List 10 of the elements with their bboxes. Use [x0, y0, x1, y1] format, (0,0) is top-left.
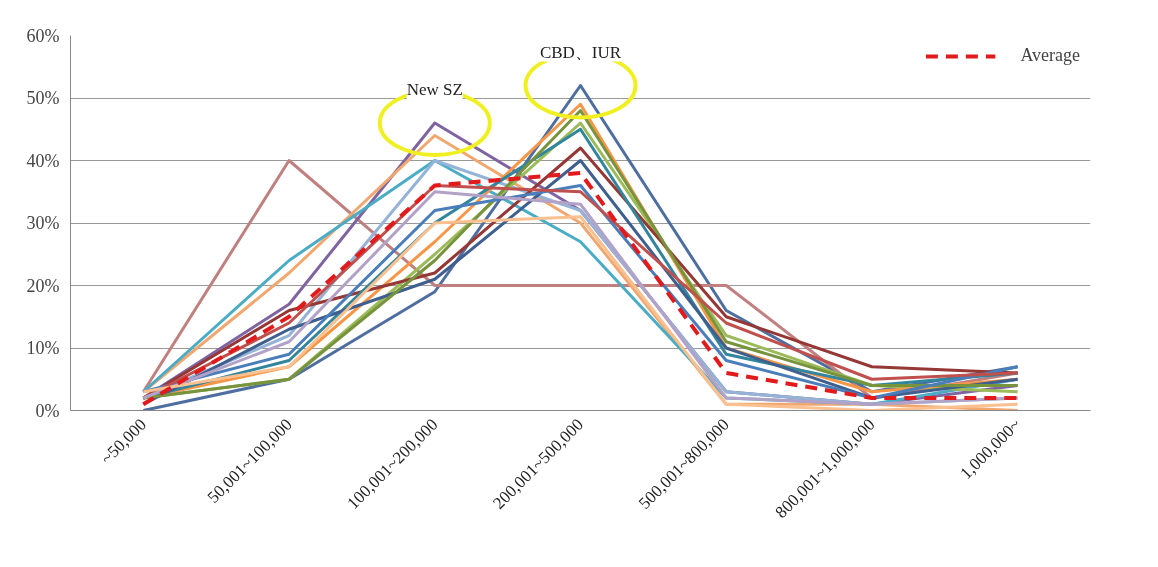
- y-tick-label: 20%: [26, 275, 60, 296]
- legend-label: Average: [1020, 45, 1080, 66]
- y-tick-label: 0%: [35, 400, 60, 421]
- y-tick-label: 10%: [26, 338, 60, 358]
- y-tick-label: 50%: [26, 88, 60, 108]
- annotation: CBD、IUR: [539, 42, 622, 62]
- y-tick-label: 30%: [26, 213, 60, 233]
- y-tick-label: 60%: [26, 25, 60, 46]
- annotation: New SZ: [406, 80, 463, 99]
- y-tick-label: 40%: [26, 150, 60, 171]
